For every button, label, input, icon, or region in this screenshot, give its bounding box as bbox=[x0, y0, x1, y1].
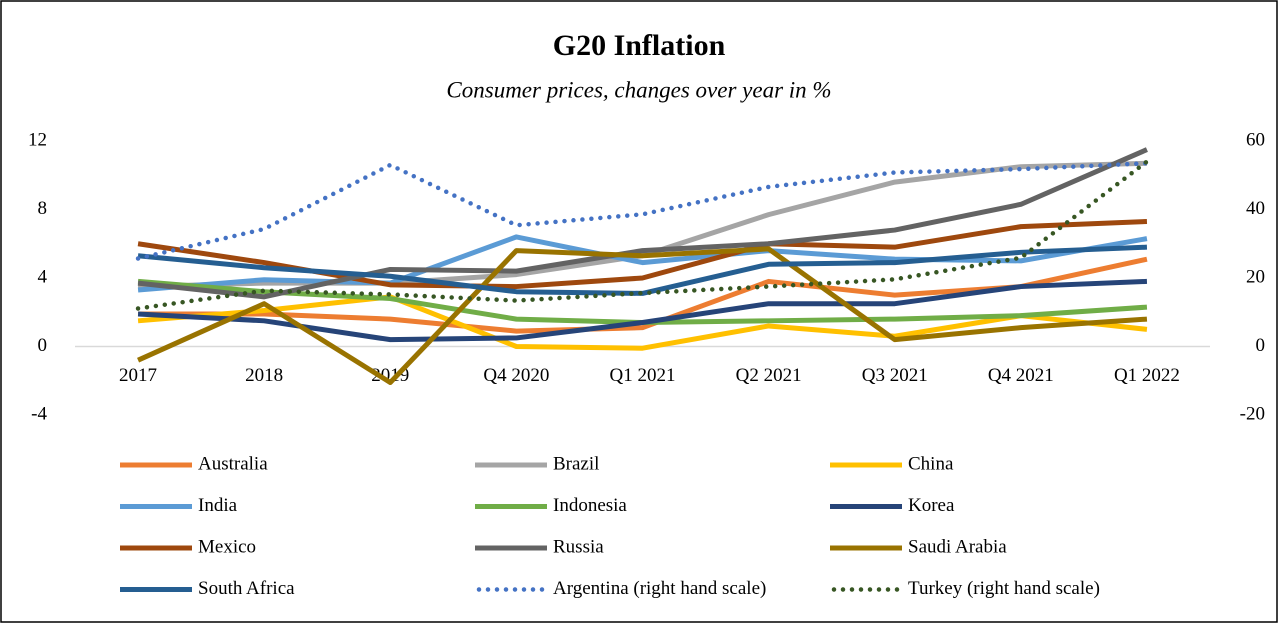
y2-tick-label: -20 bbox=[1240, 403, 1265, 424]
y2-tick-label: 20 bbox=[1246, 266, 1265, 287]
legend-label: Argentina (right hand scale) bbox=[553, 578, 766, 599]
series-line bbox=[135, 159, 1150, 311]
legend-label: Saudi Arabia bbox=[908, 536, 1007, 557]
x-tick-label: 2017 bbox=[119, 365, 157, 386]
x-tick-label: Q1 2021 bbox=[610, 365, 676, 386]
series-line bbox=[137, 246, 1148, 385]
series-line bbox=[137, 147, 1148, 300]
x-tick-label: Q4 2020 bbox=[483, 365, 549, 386]
x-tick-label: Q4 2021 bbox=[988, 365, 1054, 386]
legend-label: South Africa bbox=[198, 578, 295, 599]
y-tick-label: 8 bbox=[38, 198, 48, 219]
legend-label: Australia bbox=[198, 453, 268, 474]
y-tick-label: 0 bbox=[38, 335, 48, 356]
legend-label: Russia bbox=[553, 536, 604, 557]
x-tick-label: Q2 2021 bbox=[736, 365, 802, 386]
x-tick-label: Q3 2021 bbox=[862, 365, 928, 386]
legend-label: Turkey (right hand scale) bbox=[908, 578, 1100, 599]
series-line bbox=[138, 256, 1148, 334]
legend-label: China bbox=[908, 453, 954, 474]
legend-label: Indonesia bbox=[553, 495, 627, 516]
series-line bbox=[137, 234, 1148, 293]
chart-title: G20 Inflation bbox=[553, 29, 726, 62]
y2-tick-label: 60 bbox=[1246, 129, 1265, 150]
legend-label: India bbox=[198, 495, 238, 516]
x-tick-label: 2018 bbox=[245, 365, 283, 386]
series-line bbox=[137, 294, 1148, 351]
y-tick-label: 12 bbox=[28, 129, 47, 150]
legend-label: Brazil bbox=[553, 453, 599, 474]
y2-tick-label: 0 bbox=[1256, 335, 1266, 356]
y-tick-label: 4 bbox=[38, 266, 48, 287]
x-tick-label: Q1 2022 bbox=[1114, 365, 1180, 386]
legend-label: Korea bbox=[908, 495, 955, 516]
legend-label: Mexico bbox=[198, 536, 256, 557]
chart-subtitle: Consumer prices, changes over year in % bbox=[446, 77, 831, 102]
y2-tick-label: 40 bbox=[1246, 198, 1265, 219]
y-tick-label: -4 bbox=[31, 403, 47, 424]
